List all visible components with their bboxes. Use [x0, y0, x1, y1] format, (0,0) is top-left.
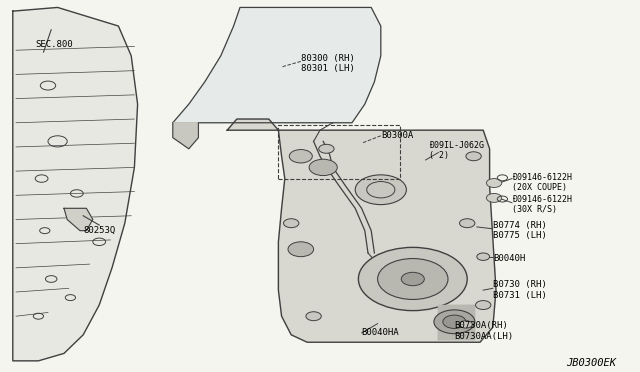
Circle shape [288, 242, 314, 257]
Circle shape [284, 219, 299, 228]
Text: 80300 (RH)
80301 (LH): 80300 (RH) 80301 (LH) [301, 54, 355, 73]
Circle shape [460, 219, 475, 228]
Circle shape [319, 144, 334, 153]
Circle shape [466, 152, 481, 161]
Circle shape [486, 193, 502, 202]
Text: B0300A: B0300A [381, 131, 413, 140]
Text: Ð09146-6122H
(20X COUPE): Ð09146-6122H (20X COUPE) [512, 173, 572, 192]
Circle shape [355, 175, 406, 205]
Text: Ð09146-6122H
(30X R/S): Ð09146-6122H (30X R/S) [512, 195, 572, 214]
Text: Ð09IL-J062G
( 2): Ð09IL-J062G ( 2) [429, 141, 484, 160]
Bar [278, 125, 400, 179]
Polygon shape [13, 7, 138, 361]
Polygon shape [173, 7, 381, 123]
Circle shape [477, 253, 490, 260]
Text: B0730A(RH)
B0730AA(LH): B0730A(RH) B0730AA(LH) [454, 321, 513, 341]
Text: B0774 (RH)
B0775 (LH): B0774 (RH) B0775 (LH) [493, 221, 547, 240]
Polygon shape [227, 119, 496, 342]
Circle shape [486, 179, 502, 187]
Circle shape [309, 159, 337, 176]
Polygon shape [173, 123, 198, 149]
Circle shape [443, 315, 466, 328]
Text: SEC.800: SEC.800 [35, 40, 73, 49]
Circle shape [476, 301, 491, 310]
Polygon shape [64, 208, 93, 231]
Circle shape [434, 310, 475, 334]
Text: JB0300EK: JB0300EK [566, 358, 616, 368]
Circle shape [378, 259, 448, 299]
Circle shape [289, 150, 312, 163]
Circle shape [460, 321, 472, 328]
Text: B0040HA: B0040HA [362, 328, 399, 337]
Text: B0730 (RH)
B0731 (LH): B0730 (RH) B0731 (LH) [493, 280, 547, 300]
Circle shape [401, 272, 424, 286]
Polygon shape [438, 305, 474, 339]
Circle shape [358, 247, 467, 311]
Text: B0040H: B0040H [493, 254, 525, 263]
Circle shape [306, 312, 321, 321]
Text: 80253Q: 80253Q [83, 226, 115, 235]
